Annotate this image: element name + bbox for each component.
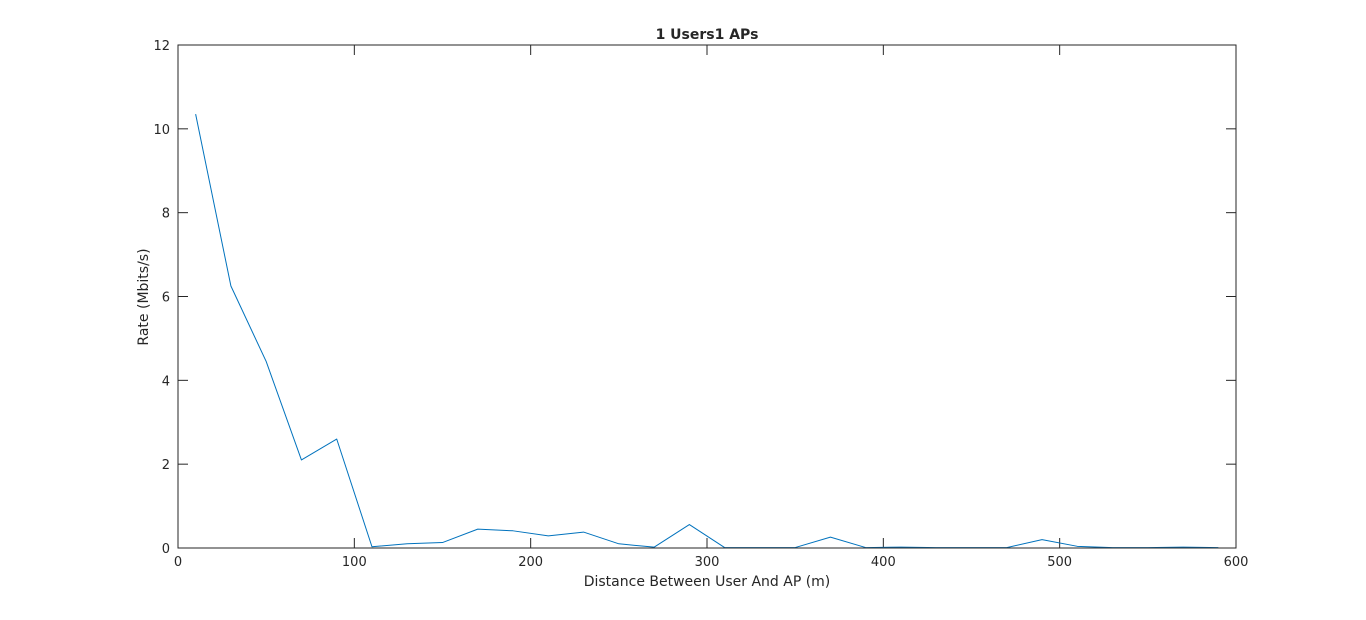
x-tick-label: 400 [871, 555, 896, 570]
y-tick-label: 0 [162, 542, 170, 557]
y-tick-label: 8 [162, 207, 170, 222]
y-tick-label: 12 [153, 39, 170, 54]
y-tick-label: 10 [153, 123, 170, 138]
y-tick-label: 2 [162, 458, 170, 473]
x-tick-label: 500 [1047, 555, 1072, 570]
y-tick-label: 4 [162, 374, 170, 389]
chart-title: 1 Users1 APs [656, 27, 759, 43]
x-tick-label: 300 [695, 555, 720, 570]
x-tick-label: 100 [342, 555, 367, 570]
x-tick-label: 200 [518, 555, 543, 570]
series-layer [195, 114, 1219, 549]
y-tick-label: 6 [162, 291, 170, 306]
series-line-0 [195, 114, 1219, 549]
x-axis-label: Distance Between User And AP (m) [584, 574, 831, 590]
x-tick-label: 600 [1224, 555, 1249, 570]
y-axis-label: Rate (Mbits/s) [136, 248, 152, 345]
x-tick-label: 0 [174, 555, 182, 570]
plot-area-frame [177, 44, 1237, 549]
axis-ticks: 0 100 200 300 400 500 600 0 2 4 6 8 10 12 [153, 39, 1248, 570]
